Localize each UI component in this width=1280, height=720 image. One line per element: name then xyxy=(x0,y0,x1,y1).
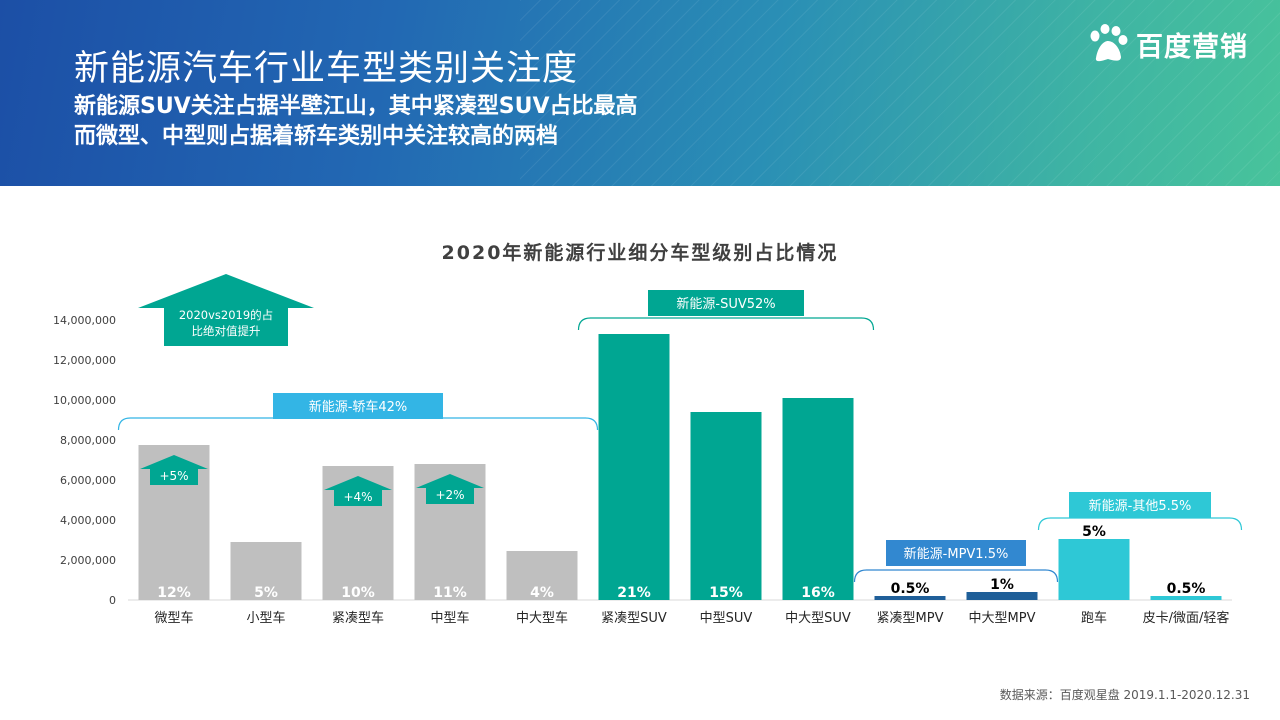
group-bracket xyxy=(1037,517,1243,531)
x-tick-label: 皮卡/微面/轻客 xyxy=(1143,610,1230,626)
x-tick-label: 中大型车 xyxy=(516,610,568,626)
data-label: 16% xyxy=(801,585,835,601)
bar xyxy=(874,596,946,600)
legend-arrow xyxy=(138,274,314,346)
x-tick-label: 小型车 xyxy=(246,610,285,626)
bar xyxy=(966,592,1038,600)
header-pattern xyxy=(520,0,1280,186)
baidu-paw-icon xyxy=(1090,24,1128,62)
bar xyxy=(1150,596,1222,600)
x-tick-label: 中大型SUV xyxy=(785,611,851,626)
x-tick-label: 跑车 xyxy=(1081,610,1107,626)
group-label-box xyxy=(273,393,443,419)
group-bracket xyxy=(577,317,875,331)
data-label: 0.5% xyxy=(891,581,930,597)
group-label-box xyxy=(886,540,1026,566)
baidu-marketing-logo: 百度营销 xyxy=(1086,24,1248,64)
x-tick-label: 微型车 xyxy=(154,610,193,626)
group-label: 新能源-SUV52% xyxy=(676,296,775,312)
data-label: 15% xyxy=(709,585,743,601)
group-label: 新能源-轿车42% xyxy=(309,399,408,415)
x-tick-label: 紧凑型车 xyxy=(332,610,384,626)
data-source: 数据来源：百度观星盘 2019.1.1-2020.12.31 xyxy=(999,688,1250,702)
bar xyxy=(1058,539,1130,600)
legend-arrow-text: 2020vs2019的占 xyxy=(179,308,273,322)
data-label: 1% xyxy=(990,577,1014,593)
data-label: 5% xyxy=(254,585,278,601)
page-title: 新能源汽车行业车型类别关注度 xyxy=(74,49,579,89)
growth-arrow xyxy=(416,474,484,504)
logo-text: 百度营销 xyxy=(1136,31,1248,63)
chart-title: 2020年新能源行业细分车型级别占比情况 xyxy=(441,242,839,264)
y-tick-label: 6,000,000 xyxy=(60,474,116,487)
x-tick-label: 中型车 xyxy=(430,610,469,626)
y-tick-label: 14,000,000 xyxy=(53,314,116,327)
x-tick-label: 中型SUV xyxy=(700,611,753,626)
bar xyxy=(230,542,302,600)
growth-arrow xyxy=(140,455,208,485)
growth-arrow xyxy=(324,476,392,506)
y-tick-label: 8,000,000 xyxy=(60,434,116,447)
bar xyxy=(598,334,670,600)
legend-arrow-text: 比绝对值提升 xyxy=(192,324,261,338)
group-label: 新能源-MPV1.5% xyxy=(904,546,1009,562)
y-tick-label: 12,000,000 xyxy=(53,354,116,367)
x-tick-label: 紧凑型SUV xyxy=(601,611,667,626)
group-label: 新能源-其他5.5% xyxy=(1089,498,1192,514)
growth-label: +2% xyxy=(435,488,464,502)
y-tick-label: 0 xyxy=(109,594,116,607)
y-tick-label: 10,000,000 xyxy=(53,394,116,407)
y-tick-label: 2,000,000 xyxy=(60,554,116,567)
data-label: 10% xyxy=(341,585,375,601)
group-label-box xyxy=(1069,492,1211,518)
growth-label: +5% xyxy=(159,469,188,483)
group-label-box xyxy=(648,290,804,316)
data-label: 4% xyxy=(530,585,554,601)
header-banner: 新能源汽车行业车型类别关注度 新能源SUV关注占据半壁江山，其中紧凑型SUV占比… xyxy=(0,0,1280,186)
data-label: 12% xyxy=(157,585,191,601)
data-label: 0.5% xyxy=(1167,581,1206,597)
bar xyxy=(506,551,578,600)
subtitle-line-2: 而微型、中型则占据着轿车类别中关注较高的两档 xyxy=(74,124,559,149)
bar xyxy=(690,412,762,600)
bar xyxy=(782,398,854,600)
data-label: 21% xyxy=(617,585,651,601)
x-tick-label: 中大型MPV xyxy=(969,611,1036,626)
group-bracket xyxy=(117,417,599,431)
data-label: 5% xyxy=(1082,524,1106,540)
growth-label: +4% xyxy=(343,490,372,504)
subtitle-line-1: 新能源SUV关注占据半壁江山，其中紧凑型SUV占比最高 xyxy=(74,94,638,119)
group-bracket xyxy=(853,569,1059,583)
y-tick-label: 4,000,000 xyxy=(60,514,116,527)
x-tick-label: 紧凑型MPV xyxy=(877,611,944,626)
data-label: 11% xyxy=(433,585,467,601)
bar-chart: 0 2,000,000 4,000,000 6,000,000 8,000,000 10,… xyxy=(53,274,1243,626)
